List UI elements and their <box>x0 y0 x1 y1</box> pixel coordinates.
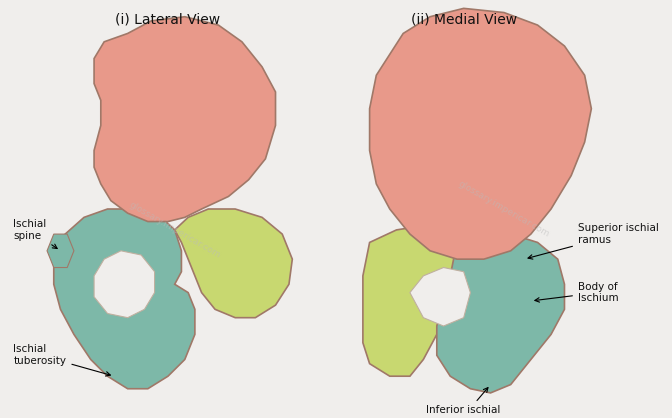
Polygon shape <box>47 234 74 268</box>
Text: Ischial
tuberosity: Ischial tuberosity <box>13 344 110 376</box>
Text: Ischial
spine: Ischial spine <box>13 219 57 249</box>
Polygon shape <box>54 209 195 389</box>
Polygon shape <box>94 17 276 222</box>
Text: Inferior ischial
ramus: Inferior ischial ramus <box>427 387 501 418</box>
Text: glossary.impericar.com: glossary.impericar.com <box>128 200 222 260</box>
Polygon shape <box>175 209 292 318</box>
Text: (i) Lateral View: (i) Lateral View <box>116 13 220 26</box>
Text: Superior ischial
ramus: Superior ischial ramus <box>528 223 659 259</box>
Polygon shape <box>94 251 155 318</box>
Polygon shape <box>437 234 564 393</box>
Polygon shape <box>370 8 591 259</box>
Text: glossary.impericar.com: glossary.impericar.com <box>457 179 551 239</box>
Text: Body of
Ischium: Body of Ischium <box>535 282 618 303</box>
Text: (ii) Medial View: (ii) Medial View <box>411 13 517 26</box>
Polygon shape <box>363 226 464 376</box>
Polygon shape <box>410 268 470 326</box>
